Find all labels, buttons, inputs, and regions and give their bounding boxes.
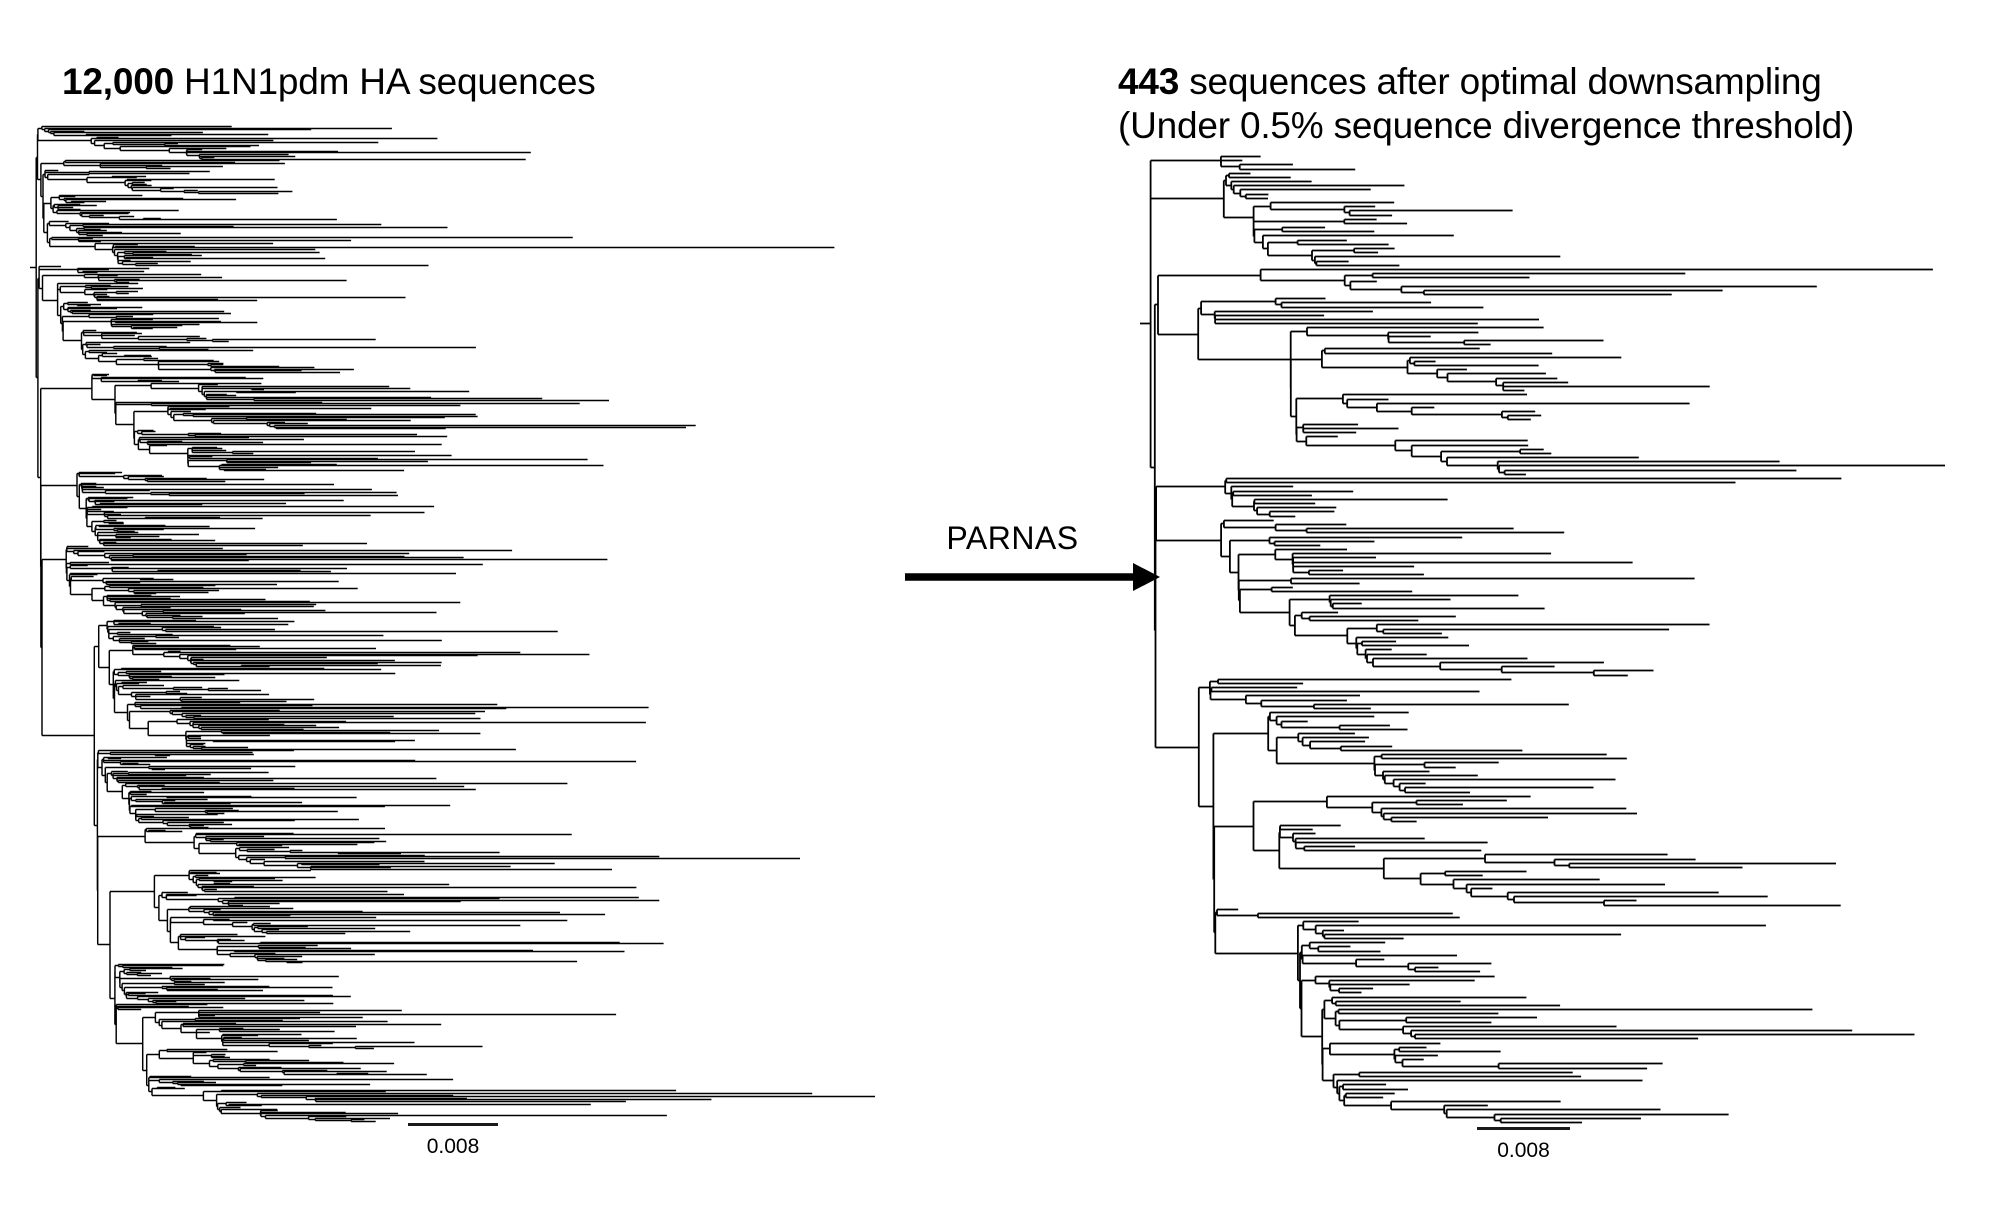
right-scale-bar: 0.008 xyxy=(1477,1127,1570,1163)
left-panel-title: 12,000 H1N1pdm HA sequences xyxy=(62,60,596,104)
left-scale-bar: 0.008 xyxy=(408,1123,498,1159)
parnas-arrow-group: PARNAS xyxy=(905,520,1160,594)
left-title-text: H1N1pdm HA sequences xyxy=(173,61,596,102)
tree-branches xyxy=(1140,155,1945,1124)
right-sequence-count: 443 xyxy=(1118,61,1180,102)
left-sequence-count: 12,000 xyxy=(62,61,174,102)
right-title-line1: 443 sequences after optimal downsampling xyxy=(1118,60,1854,104)
right-scale-bar-label: 0.008 xyxy=(1497,1138,1550,1162)
right-arrow-icon xyxy=(905,563,1160,591)
right-scale-bar-line xyxy=(1477,1127,1570,1130)
parnas-method-label: PARNAS xyxy=(946,520,1079,556)
left-scale-bar-line xyxy=(408,1123,498,1126)
full-tree-phylogram xyxy=(30,125,875,1123)
right-panel-title: 443 sequences after optimal downsampling… xyxy=(1118,60,1854,148)
right-title-text: sequences after optimal downsampling xyxy=(1179,61,1822,102)
tree-branches xyxy=(30,125,875,1123)
right-title-line2: (Under 0.5% sequence divergence threshol… xyxy=(1118,105,1855,146)
left-scale-bar-label: 0.008 xyxy=(426,1134,480,1158)
downsampled-tree-phylogram xyxy=(1140,155,1945,1124)
